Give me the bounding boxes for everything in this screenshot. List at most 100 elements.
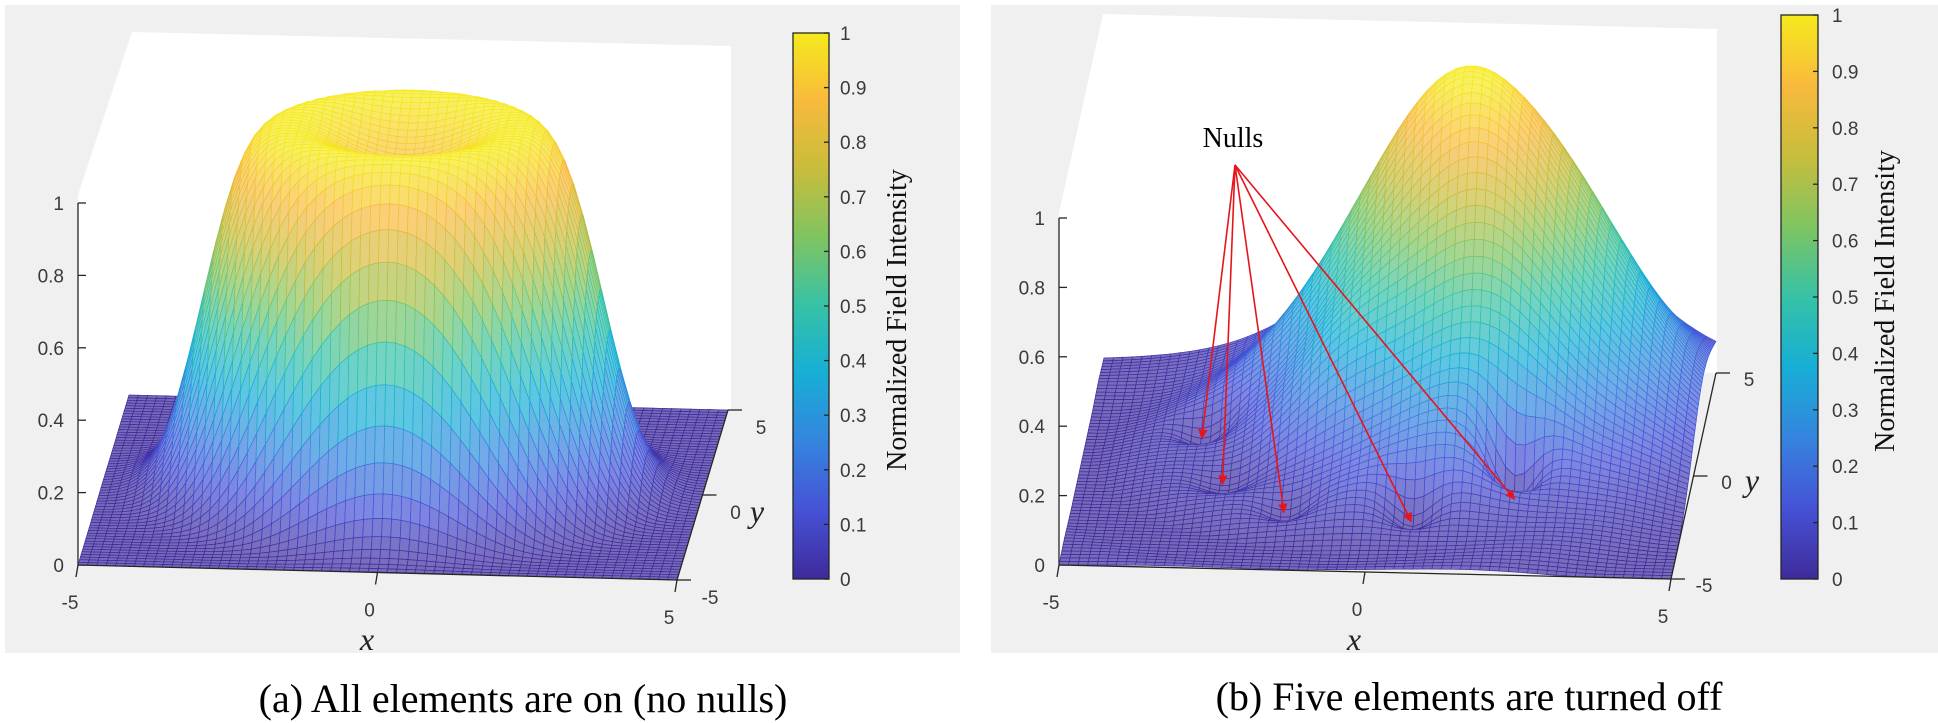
surface-patch xyxy=(418,524,430,544)
surface-patch xyxy=(343,520,355,540)
surface-patch xyxy=(356,387,368,433)
surface-patch xyxy=(412,392,424,440)
surface-patch xyxy=(417,540,429,555)
z-tick-label: 1 xyxy=(53,194,64,215)
surface-patch xyxy=(342,537,354,551)
surface-patch xyxy=(143,435,155,439)
surface-patch xyxy=(420,93,432,98)
surface-patch xyxy=(1113,395,1125,400)
surface-patch xyxy=(1095,388,1107,393)
surface-patch xyxy=(1097,381,1109,386)
surface-patch xyxy=(425,560,437,568)
surface-patch xyxy=(407,186,419,211)
surface-patch xyxy=(404,303,416,352)
surface-patch xyxy=(285,554,297,561)
surface-patch xyxy=(386,261,398,302)
surface-patch xyxy=(409,108,420,117)
surface-patch xyxy=(406,129,418,138)
surface-patch xyxy=(1123,395,1135,400)
surface-patch xyxy=(415,236,427,278)
surface-patch xyxy=(1124,388,1136,393)
surface-patch xyxy=(388,558,399,566)
surface-patch xyxy=(335,500,346,526)
surface-patch xyxy=(448,94,460,98)
surface-patch xyxy=(417,114,429,124)
surface-patch xyxy=(1125,384,1137,390)
y-axis-label: y xyxy=(747,493,765,529)
colorbar-tick-label: 0.1 xyxy=(840,515,866,536)
surface-mesh xyxy=(77,89,729,581)
surface-patch xyxy=(399,108,411,117)
surface-patch xyxy=(239,553,251,559)
surface-patch xyxy=(294,138,306,143)
surface-patch xyxy=(401,96,413,104)
surface-patch xyxy=(401,465,413,500)
surface-patch xyxy=(508,114,520,119)
surface-patch xyxy=(151,536,163,541)
surface-patch xyxy=(397,129,409,138)
surface-patch xyxy=(341,557,353,565)
surface-patch xyxy=(354,464,366,499)
surface-patch xyxy=(396,136,408,145)
surface-patch xyxy=(406,559,418,567)
surface-patch xyxy=(1105,388,1117,393)
surface-patch xyxy=(294,559,306,565)
surface-patch xyxy=(186,541,198,547)
surface-patch xyxy=(388,549,400,560)
surface-patch xyxy=(500,108,512,113)
surface-patch xyxy=(413,308,425,359)
surface-patch xyxy=(401,93,414,98)
surface-patch xyxy=(367,568,379,573)
surface-patch xyxy=(335,471,347,505)
surface-patch xyxy=(325,503,337,529)
surface-patch xyxy=(324,540,336,553)
surface-patch xyxy=(371,171,383,187)
surface-patch xyxy=(1103,395,1116,400)
surface-patch xyxy=(346,153,358,157)
surface-patch xyxy=(346,431,357,473)
surface-patch xyxy=(400,101,412,110)
surface-patch xyxy=(324,524,336,543)
surface-patch xyxy=(248,557,260,562)
z-tick-label: 0 xyxy=(53,556,64,577)
surface-patch xyxy=(103,505,115,510)
surface-patch xyxy=(1125,380,1138,386)
z-tick-label: 0.8 xyxy=(38,266,64,287)
surface-patch xyxy=(378,557,390,565)
surface-patch xyxy=(276,555,288,562)
surface-patch xyxy=(358,567,370,573)
surface-patch xyxy=(159,539,171,544)
surface-patch xyxy=(282,114,294,118)
surface-patch xyxy=(379,184,391,205)
surface-patch xyxy=(359,557,371,565)
surface-patch xyxy=(365,384,377,430)
colorbar-title: Normalized Field Intensity xyxy=(882,169,913,471)
surface-patch xyxy=(330,567,342,572)
surface-patch xyxy=(274,563,286,568)
surface-patch xyxy=(381,493,393,520)
surface-patch xyxy=(1097,378,1110,383)
surface-patch xyxy=(426,553,438,563)
surface-patch xyxy=(167,545,179,549)
surface-patch xyxy=(369,203,381,233)
surface-patch xyxy=(399,172,411,188)
surface-patch xyxy=(134,528,146,532)
surface-patch xyxy=(194,548,206,553)
surface-patch xyxy=(416,121,428,131)
surface-patch xyxy=(367,262,379,304)
surface-patch xyxy=(121,445,134,449)
surface-patch xyxy=(302,563,315,568)
surface-patch xyxy=(342,549,353,559)
surface-patch xyxy=(221,550,233,556)
surface-patch xyxy=(230,553,242,559)
surface-patch xyxy=(277,549,289,557)
surface-patch xyxy=(247,560,259,565)
surface-patch xyxy=(418,108,430,117)
surface-patch xyxy=(395,142,407,150)
z-tick-label: 0 xyxy=(1034,556,1045,577)
surface-patch xyxy=(371,164,383,174)
surface-patch xyxy=(361,172,373,189)
surface-patch xyxy=(389,536,401,551)
surface-patch xyxy=(239,557,251,562)
z-tick-label: 0.8 xyxy=(1019,278,1045,299)
